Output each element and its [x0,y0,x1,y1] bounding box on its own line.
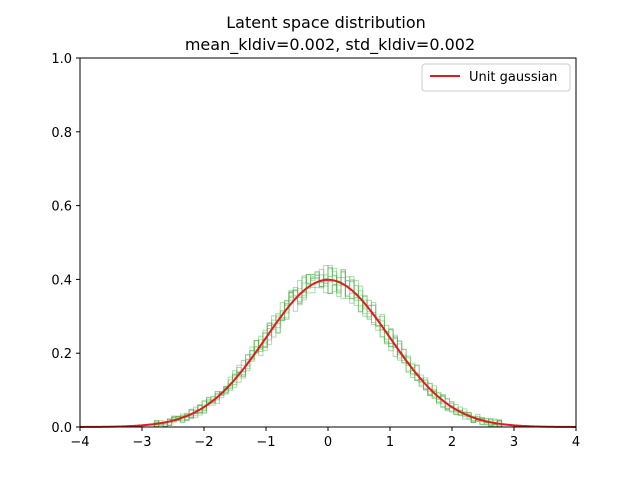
histogram-series-7 [153,267,503,427]
chart-title-line-1: Latent space distribution [226,13,426,32]
x-tick-label: −3 [132,435,151,450]
y-tick-label: 0.4 [51,273,72,288]
y-tick-label: 0.2 [51,347,72,362]
x-tick-label: −1 [256,435,275,450]
histogram-series-4 [153,269,503,427]
x-tick-label: 0 [324,435,332,450]
unit-gaussian-line [80,278,576,428]
x-tick-label: 2 [448,435,456,450]
histogram-series-1 [153,265,503,427]
y-tick-label: 1.0 [51,52,72,67]
x-axis: −4 −3 −2 −1 0 1 2 3 4 [70,427,580,450]
plot-area [80,264,576,428]
histogram-series-3 [153,267,503,428]
y-tick-label: 0.6 [51,200,72,215]
x-tick-label: −2 [194,435,213,450]
legend: Unit gaussian [421,63,571,92]
chart-title-line-2: mean_kldiv=0.002, std_kldiv=0.002 [185,35,475,55]
legend-box [421,63,571,92]
axes-frame [79,57,577,428]
histogram-series-8 [153,274,503,427]
legend-label-unit-gaussian: Unit gaussian [469,70,557,85]
histogram-series-2 [153,276,503,428]
x-tick-label: 1 [386,435,394,450]
y-axis: 0.0 0.2 0.4 0.6 0.8 1.0 [51,52,80,436]
x-tick-label: −4 [70,435,89,450]
y-tick-label: 0.8 [51,126,72,141]
y-tick-label: 0.0 [51,421,72,436]
x-tick-label: 4 [572,435,580,450]
x-tick-label: 3 [510,435,518,450]
